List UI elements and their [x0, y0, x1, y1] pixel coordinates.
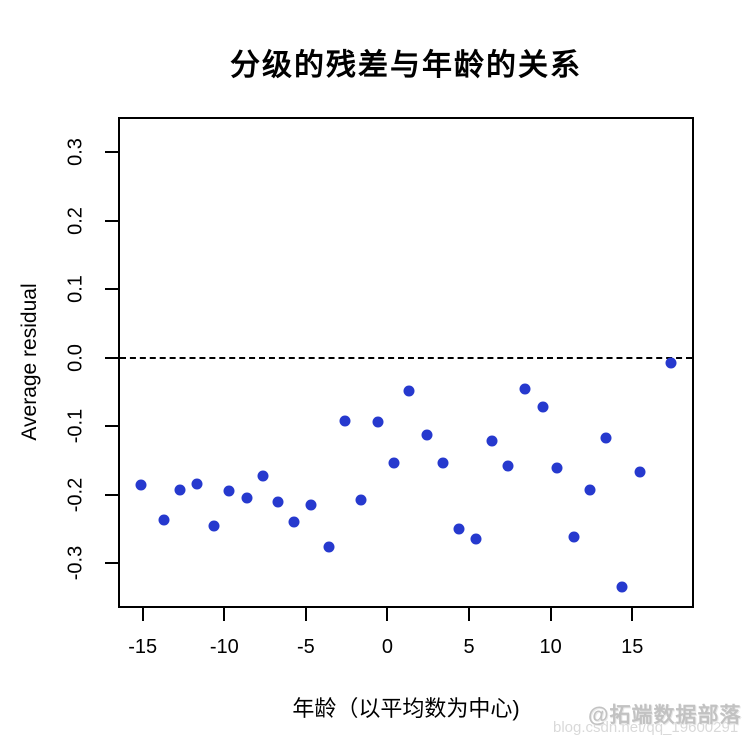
x-tick-mark — [386, 607, 389, 621]
data-point — [208, 520, 220, 532]
x-tick-label: 10 — [539, 636, 562, 658]
y-tick-label: 0.1 — [64, 275, 87, 304]
y-tick-label: -0.3 — [64, 546, 87, 581]
data-point — [305, 499, 317, 511]
data-point — [257, 470, 269, 482]
y-tick-mark — [105, 288, 119, 291]
data-point — [403, 385, 415, 397]
data-point — [568, 531, 580, 543]
data-point — [486, 435, 498, 447]
data-point — [272, 496, 284, 508]
y-tick-mark — [105, 219, 119, 222]
zero-reference-line — [120, 356, 692, 359]
y-tick-mark — [105, 425, 119, 428]
x-tick-mark — [223, 607, 226, 621]
y-axis-title: Average residual — [18, 283, 41, 441]
data-point — [665, 357, 677, 369]
watermark-url: blog.csdn.net/qq_19600291 — [553, 719, 739, 736]
x-tick-label: 0 — [381, 636, 394, 658]
x-tick-label: 15 — [621, 636, 644, 658]
data-point — [135, 479, 147, 491]
data-point — [174, 484, 186, 496]
data-point — [355, 494, 367, 506]
x-axis-title: 年龄（以平均数为中心) — [292, 696, 520, 721]
data-point — [453, 523, 465, 535]
y-tick-mark — [105, 356, 119, 359]
watermark-logo-text: @拓端数据部落 — [588, 704, 742, 727]
y-tick-label: 0.2 — [64, 206, 87, 235]
plot-frame — [118, 117, 694, 608]
x-tick-mark — [141, 607, 144, 621]
x-tick-mark — [304, 607, 307, 621]
x-tick-mark — [631, 607, 634, 621]
data-point — [470, 533, 482, 545]
data-point — [519, 383, 531, 395]
data-point — [339, 415, 351, 427]
data-point — [223, 485, 235, 497]
data-point — [388, 457, 400, 469]
x-tick-mark — [468, 607, 471, 621]
y-tick-label: 0.3 — [64, 138, 87, 167]
data-point — [323, 541, 335, 553]
data-point — [537, 401, 549, 413]
data-point — [551, 462, 563, 474]
y-tick-mark — [105, 493, 119, 496]
data-point — [421, 429, 433, 441]
data-point — [372, 416, 384, 428]
data-point — [584, 484, 596, 496]
data-point — [191, 478, 203, 490]
data-point — [437, 457, 449, 469]
data-point — [158, 514, 170, 526]
y-tick-label: -0.2 — [64, 477, 87, 513]
y-tick-label: -0.1 — [64, 409, 87, 444]
x-tick-label: -5 — [296, 636, 315, 658]
data-point — [241, 492, 253, 504]
data-point — [502, 460, 514, 472]
data-point — [634, 466, 646, 478]
x-tick-mark — [549, 607, 552, 621]
data-point — [600, 432, 612, 444]
x-tick-label: -15 — [128, 636, 158, 658]
y-tick-label: 0.0 — [64, 343, 87, 372]
x-tick-label: 5 — [463, 636, 475, 658]
data-point — [288, 516, 300, 528]
y-tick-mark — [105, 562, 119, 565]
data-point — [616, 581, 628, 593]
chart-title: 分级的残差与年龄的关系 — [230, 49, 582, 82]
y-tick-mark — [105, 151, 119, 154]
x-tick-label: -10 — [209, 636, 239, 658]
